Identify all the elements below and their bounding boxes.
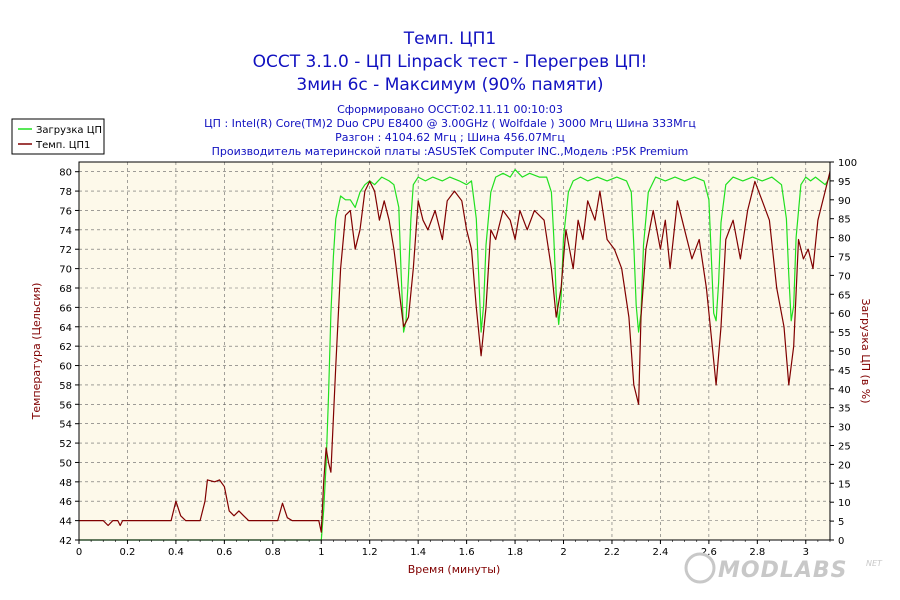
x-tick-label: 1.2 <box>362 547 378 558</box>
legend: Загрузка ЦП Темп. ЦП1 <box>11 118 105 155</box>
x-tick-label: 0.8 <box>265 547 281 558</box>
y-right-tick-label: 10 <box>838 498 851 509</box>
y-right-tick-label: 0 <box>838 536 844 547</box>
chart-subtitle-3: Разгон : 4104.62 Мгц ; Шина 456.07Мгц <box>335 131 565 144</box>
x-axis: 0 0.2 0.4 0.6 0.8 1 1.2 1.4 1.6 1.8 2 2.2 2.4 2.6 2.8 3 <box>76 540 831 558</box>
y-left-tick-label: 72 <box>59 245 72 256</box>
x-tick-label: 2.8 <box>749 547 765 558</box>
x-axis-label: Время (минуты) <box>408 563 501 576</box>
chart-title-3: 3мин 6с - Максимум (90% памяти) <box>296 75 603 95</box>
y-left-tick-label: 50 <box>59 458 72 469</box>
x-tick-label: 0.4 <box>168 547 184 558</box>
y-right-tick-label: 30 <box>838 423 851 434</box>
y-left-tick-label: 44 <box>59 517 72 528</box>
y-left-tick-label: 60 <box>59 362 72 373</box>
x-tick-label: 0.6 <box>216 547 232 558</box>
x-tick-label: 0 <box>76 547 82 558</box>
x-tick-label: 0.2 <box>119 547 135 558</box>
legend-label-load: Загрузка ЦП <box>36 125 102 136</box>
x-tick-label: 1.6 <box>459 547 475 558</box>
y-left-tick-label: 70 <box>59 265 72 276</box>
x-tick-label: 1.8 <box>507 547 523 558</box>
y-left-tick-label: 76 <box>59 206 72 217</box>
y-right-tick-label: 55 <box>838 328 851 339</box>
x-tick-label: 3 <box>803 547 809 558</box>
y-left-tick-label: 68 <box>59 284 72 295</box>
y-right-tick-label: 5 <box>838 517 844 528</box>
y-right-tick-label: 40 <box>838 385 851 396</box>
y-right-tick-label: 35 <box>838 404 851 415</box>
y-axis-right-label: Загрузка ЦП (в %) <box>859 298 872 403</box>
y-left-tick-label: 56 <box>59 400 72 411</box>
plot-area <box>79 162 830 540</box>
watermark-logo-icon <box>684 552 716 584</box>
y-right-tick-label: 70 <box>838 271 851 282</box>
y-right-tick-label: 45 <box>838 366 851 377</box>
y-right-tick-label: 95 <box>838 177 851 188</box>
y-left-tick-label: 64 <box>59 323 72 334</box>
y-right-tick-label: 15 <box>838 479 851 490</box>
y-left-tick-label: 42 <box>59 536 72 547</box>
y-right-tick-label: 60 <box>838 309 851 320</box>
y-axis-left-label: Температура (Цельсия) <box>30 283 43 421</box>
y-right-tick-label: 80 <box>838 234 851 245</box>
x-tick-label: 2.4 <box>652 547 668 558</box>
y-left-tick-label: 62 <box>59 342 72 353</box>
chart-subtitle-2: ЦП : Intel(R) Core(TM)2 Duo CPU E8400 @ … <box>204 117 696 130</box>
x-tick-label: 2.2 <box>604 547 620 558</box>
y-right-tick-label: 85 <box>838 215 851 226</box>
y-right-tick-label: 25 <box>838 442 851 453</box>
y-right-tick-label: 100 <box>838 158 857 169</box>
chart-title-2: OCCT 3.1.0 - ЦП Linpack тест - Перегрев … <box>253 52 648 72</box>
y-axis-right: 0 5 10 15 20 25 30 35 40 45 50 55 60 65 70 75 80 85 90 95 10… <box>830 158 857 547</box>
y-left-tick-label: 52 <box>59 439 72 450</box>
watermark-sup: NET <box>866 559 883 568</box>
x-tick-label: 2 <box>560 547 566 558</box>
watermark-text: MODLABS <box>718 558 848 583</box>
y-left-tick-label: 74 <box>59 226 72 237</box>
series-line-0 <box>79 169 831 541</box>
y-left-tick-label: 46 <box>59 497 72 508</box>
y-right-tick-label: 65 <box>838 290 851 301</box>
watermark: MODLABS NET <box>684 552 883 584</box>
y-left-tick-label: 58 <box>59 381 72 392</box>
legend-box <box>11 118 105 155</box>
series-group <box>79 169 831 541</box>
chart-subtitle-1: Сформировано OCCT:02.11.11 00:10:03 <box>337 103 563 116</box>
series-line-1 <box>79 171 831 533</box>
y-right-tick-label: 20 <box>838 460 851 471</box>
y-right-tick-label: 50 <box>838 347 851 358</box>
legend-label-temp: Темп. ЦП1 <box>35 140 90 151</box>
y-left-tick-label: 78 <box>59 187 72 198</box>
chart-subtitle-4: Производитель материнской платы :ASUSTeK… <box>212 145 689 158</box>
y-right-tick-label: 75 <box>838 253 851 264</box>
y-right-tick-label: 90 <box>838 196 851 207</box>
y-left-tick-label: 48 <box>59 478 72 489</box>
y-left-tick-label: 54 <box>59 420 72 431</box>
y-left-tick-label: 80 <box>59 168 72 179</box>
x-tick-label: 2.6 <box>701 547 717 558</box>
x-tick-label: 1.4 <box>410 547 426 558</box>
x-tick-label: 1 <box>318 547 324 558</box>
y-left-tick-label: 66 <box>59 303 72 314</box>
y-axis-left: 42 44 46 48 50 52 54 56 58 60 62 64 66 68 70 72 74 76 78 80 <box>59 168 79 547</box>
grid <box>79 162 830 540</box>
chart-title-1: Темп. ЦП1 <box>403 29 496 49</box>
